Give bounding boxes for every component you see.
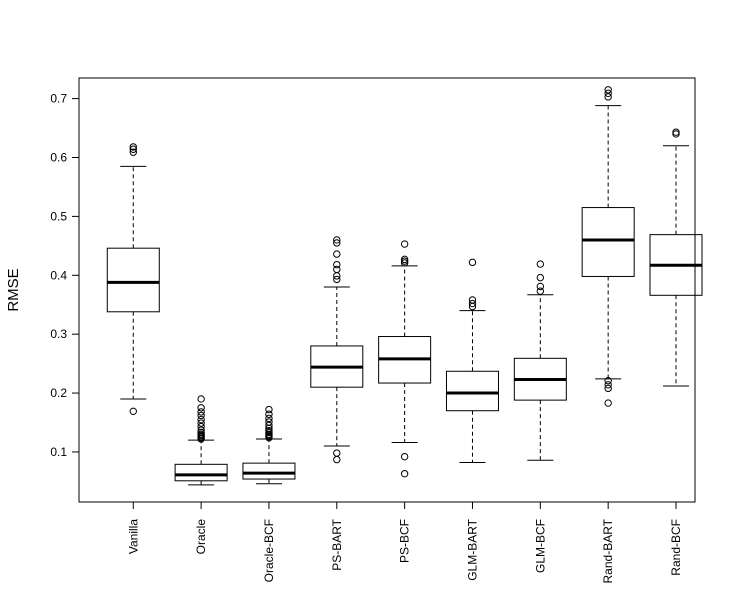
outlier-point [333,265,341,274]
outlier-point [536,273,545,282]
x-tick-label: Rand-BCF [669,519,683,576]
box-group [242,405,296,485]
outlier-point [197,419,205,427]
y-tick-label: 0.3 [50,327,67,341]
outlier-point [400,470,409,478]
boxes-layer [106,86,703,486]
outlier-point [604,93,612,101]
outlier-point [197,422,205,431]
box-group [445,258,499,464]
box-group [513,260,567,461]
outlier-point [604,381,612,389]
outlier-point [265,405,273,414]
outlier-point [468,258,477,267]
x-tick-label: Rand-BART [601,518,615,583]
box-group [649,128,703,387]
outlier-point [129,407,137,416]
y-tick-label: 0.1 [50,445,67,459]
outlier-point [129,143,137,151]
outlier-point [197,411,205,420]
outlier-point [468,296,477,304]
x-tick-label: Vanilla [126,519,140,554]
outlier-point [400,255,409,264]
outlier-point [604,376,612,385]
outlier-point [265,421,273,430]
x-axis: Vanilla Oracle Oracle-BCF PS-BART PS-BCF GLM-… [126,502,683,583]
outlier-point [333,455,341,464]
outlier-point [604,89,612,98]
box-iqr [445,370,499,412]
y-axis: 0.1 0.2 0.3 0.4 0.5 0.6 0.7 [50,92,79,459]
outlier-point [129,145,137,153]
box-iqr [106,247,160,313]
outlier-point [333,239,341,247]
x-tick-label: GLM-BCF [533,519,547,573]
plot-frame [78,77,696,503]
box-iqr [174,463,228,482]
box-iqr [242,462,296,480]
box-group [378,240,432,478]
outlier-point [536,282,545,291]
outlier-point [265,410,273,418]
outlier-point [197,426,205,434]
outlier-point [265,414,273,423]
box-group [310,236,364,464]
outlier-point [333,275,341,284]
y-tick-label: 0.5 [50,209,67,223]
outlier-point [333,250,341,258]
outlier-point [333,449,341,457]
outlier-point [333,236,341,244]
y-axis-title: RMSE [5,268,22,311]
x-tick-label: Oracle-BCF [262,519,276,582]
outlier-point [536,260,545,268]
outlier-point [400,452,409,461]
outlier-point [265,427,273,435]
outlier-point [536,287,545,295]
outlier-point [604,384,612,393]
outlier-point [400,240,409,248]
x-tick-label: Oracle [194,519,208,555]
outlier-point [197,404,205,412]
x-tick-label: GLM-BART [465,518,479,580]
y-tick-label: 0.7 [50,92,67,106]
y-tick-label: 0.6 [50,151,67,165]
y-tick-label: 0.4 [50,268,67,282]
box-group [106,143,160,416]
outlier-point [197,395,205,403]
x-tick-label: PS-BCF [398,519,412,563]
box-group [581,86,635,407]
box-group [174,395,228,486]
outlier-point [129,148,137,156]
y-tick-label: 0.2 [50,386,67,400]
outlier-point [197,408,205,416]
outlier-point [333,260,341,269]
outlier-point [604,86,612,94]
box-iqr [581,207,635,277]
outlier-point [197,415,205,424]
x-tick-label: PS-BART [330,518,344,570]
outlier-point [265,418,273,426]
outlier-point [468,299,477,308]
outlier-point [672,128,680,136]
outlier-point [197,428,205,437]
outlier-point [604,399,612,407]
